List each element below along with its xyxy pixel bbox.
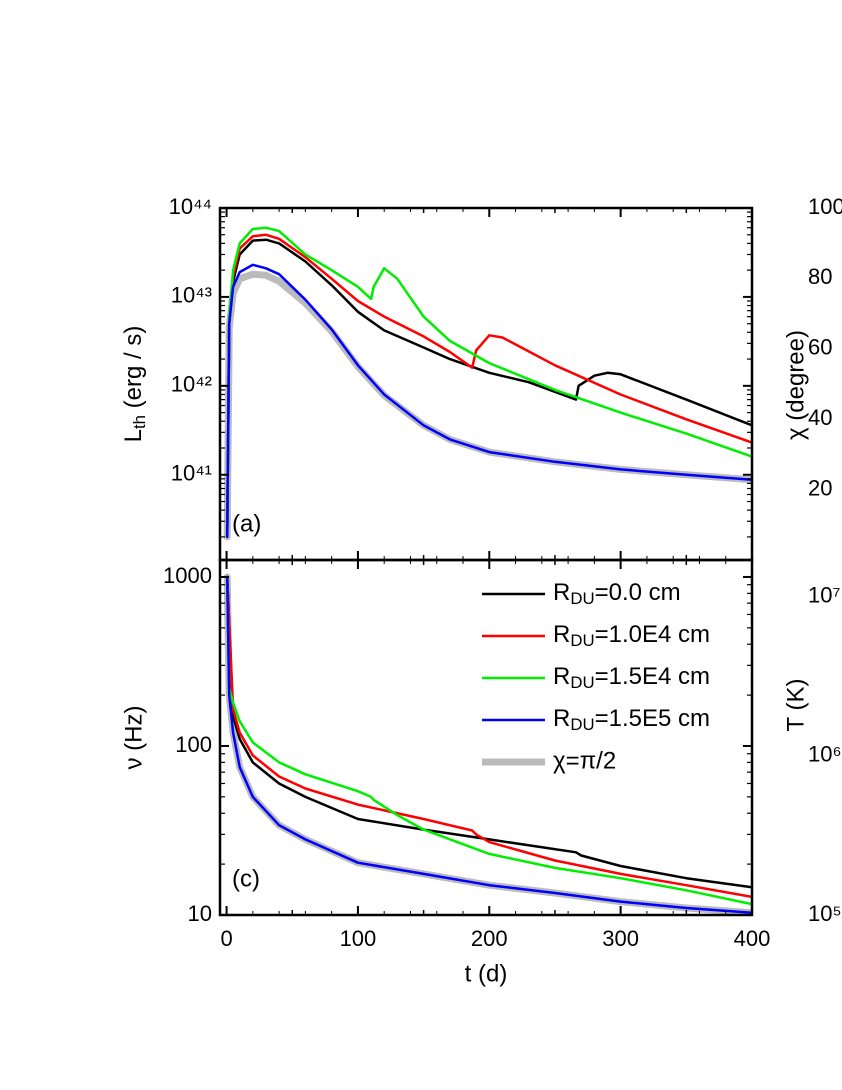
y-tick-label: 100 <box>808 194 842 219</box>
y-tick-label: 100 <box>175 732 212 757</box>
plot-frame <box>218 206 754 562</box>
x-tick-label: 400 <box>734 926 771 951</box>
y-axis-label: χ (degree) <box>782 330 809 440</box>
plot-area <box>223 226 752 541</box>
y-axis-label: T (K) <box>782 679 809 732</box>
legend-label: RDU=1.5E4 cm <box>553 663 710 692</box>
data-line <box>225 575 752 889</box>
legend-label: RDU=0.0 cm <box>553 579 681 608</box>
panel-label: (c) <box>232 865 260 892</box>
y-tick-label: 10⁴² <box>171 372 212 397</box>
data-line <box>225 238 752 539</box>
x-axis-label: t (d) <box>465 960 508 987</box>
y-tick-label: 60 <box>808 335 832 360</box>
legend-label: χ=π/2 <box>553 747 616 774</box>
data-line <box>225 575 752 915</box>
y-tick-label: 40 <box>808 405 832 430</box>
y-tick-label: 80 <box>808 264 832 289</box>
plot-area <box>223 573 752 915</box>
y-tick-label: 10⁴³ <box>171 283 212 308</box>
y-axis-label: Lth (erg / s) <box>120 326 149 443</box>
x-tick-label: 0 <box>220 926 232 951</box>
data-line <box>223 270 752 541</box>
data-line <box>225 575 752 906</box>
y-tick-label: 20 <box>808 475 832 500</box>
data-line <box>225 233 752 539</box>
legend-label: RDU=1.0E4 cm <box>553 621 710 650</box>
y-tick-label: 10 <box>188 901 212 926</box>
legend-label: RDU=1.5E5 cm <box>553 705 710 734</box>
x-tick-label: 300 <box>602 926 639 951</box>
data-line <box>225 226 752 539</box>
y-tick-label: 10⁷ <box>808 582 840 607</box>
panel-label: (a) <box>232 510 261 537</box>
x-tick-label: 100 <box>340 926 377 951</box>
y-axis-label: ν (Hz) <box>120 706 147 770</box>
x-tick-label: 200 <box>471 926 508 951</box>
y-tick-label: 10⁵ <box>808 901 842 926</box>
data-line <box>225 575 752 899</box>
y-tick-label: 10⁴¹ <box>171 461 212 486</box>
y-tick-label: 10⁴⁴ <box>169 194 212 219</box>
data-line <box>225 263 752 539</box>
y-tick-label: 10⁶ <box>808 742 842 767</box>
y-tick-label: 1000 <box>163 563 212 588</box>
plot-frame <box>218 558 754 917</box>
